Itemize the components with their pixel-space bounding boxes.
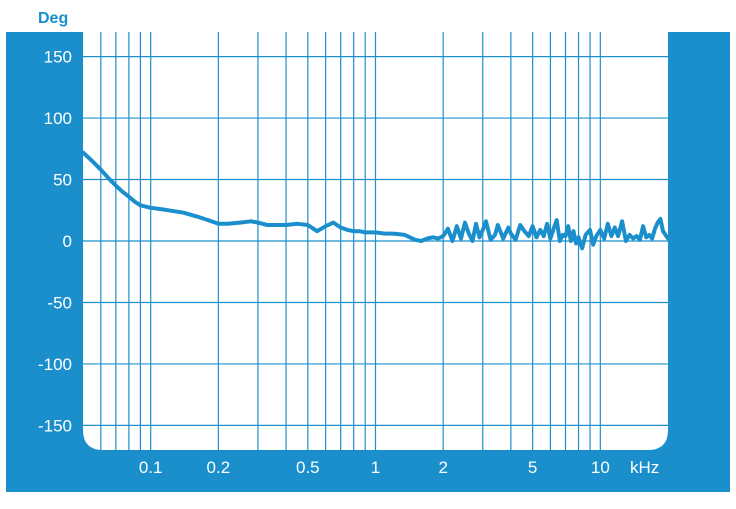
- y-tick-label: -50: [47, 293, 72, 312]
- x-axis-unit: kHz: [630, 458, 659, 477]
- x-tick-label: 5: [528, 458, 537, 477]
- y-tick-label: 150: [44, 48, 72, 67]
- x-tick-label: 10: [591, 458, 610, 477]
- x-tick-label: 0.1: [139, 458, 163, 477]
- x-tick-label: 0.5: [296, 458, 320, 477]
- x-tick-label: 0.2: [207, 458, 231, 477]
- y-tick-label: 100: [44, 109, 72, 128]
- y-tick-label: 50: [53, 171, 72, 190]
- y-tick-label: 0: [63, 232, 72, 251]
- x-tick-label: 1: [371, 458, 380, 477]
- x-tick-label: 2: [438, 458, 447, 477]
- y-tick-label: -100: [38, 355, 72, 374]
- y-axis-unit: Deg: [38, 10, 68, 27]
- y-tick-label: -150: [38, 416, 72, 435]
